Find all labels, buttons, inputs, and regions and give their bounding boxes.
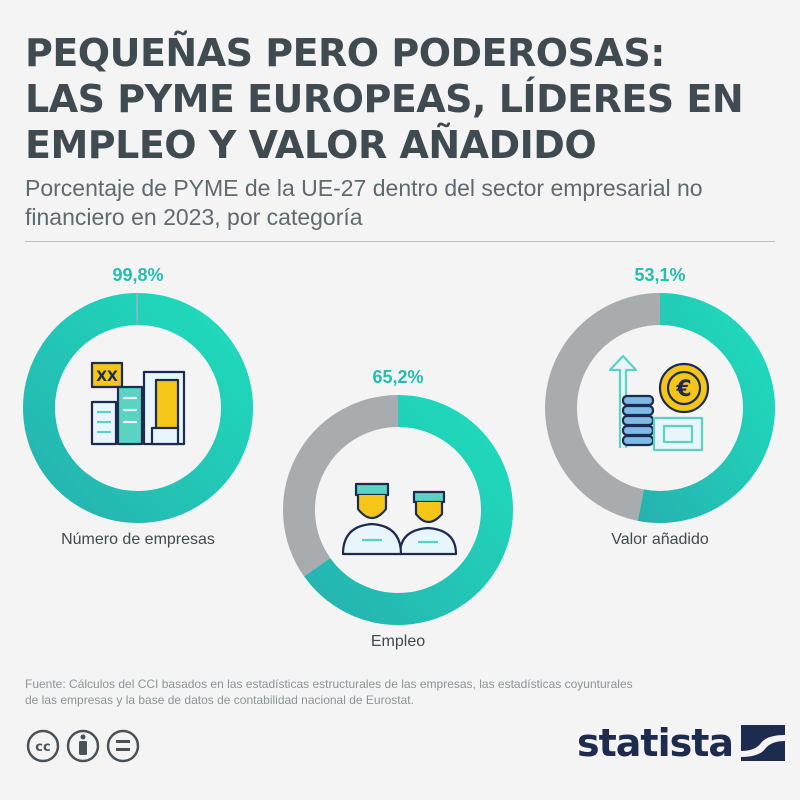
data-label: 99,8%	[112, 265, 163, 285]
donut-chart: 65,2% Empleo	[283, 367, 513, 650]
category-label: Valor añadido	[611, 531, 709, 548]
category-label: Número de empresas	[61, 531, 215, 548]
attribution-icon[interactable]	[66, 729, 100, 763]
chart-subtitle: Porcentaje de PYME de la UE-27 dentro de…	[25, 175, 703, 230]
svg-text:XX: XX	[96, 369, 118, 385]
data-label: 53,1%	[634, 265, 685, 285]
donut-chart: 99,8% Número de empresas	[23, 265, 253, 548]
title-line-2: LAS PYME EUROPEAS, LÍDERES EN	[25, 77, 744, 121]
no-derivatives-icon[interactable]	[106, 729, 140, 763]
statista-logo[interactable]: statista	[577, 721, 786, 765]
license-icons: cc	[26, 729, 140, 763]
donut-charts: 99,8% Número de empresas 65,2% Empleo 53,1% V…	[23, 265, 775, 650]
category-label: Empleo	[371, 633, 425, 650]
title-line-3: EMPLEO Y VALOR AÑADIDO	[25, 123, 597, 167]
svg-text:€: €	[675, 377, 691, 402]
creative-commons-icon[interactable]: cc	[26, 729, 60, 763]
title-line-1: PEQUEÑAS PERO PODEROSAS:	[25, 31, 665, 75]
statista-mark-icon	[741, 725, 786, 761]
svg-text:cc: cc	[35, 740, 50, 755]
donut-value-slice	[637, 293, 775, 523]
donut-chart: 53,1% Valor añadido	[545, 265, 775, 548]
data-label: 65,2%	[372, 367, 423, 387]
workers-icon	[341, 482, 458, 556]
donut-value-slice	[304, 395, 513, 625]
donut-value-slice	[23, 293, 253, 523]
title-divider	[25, 241, 775, 242]
euro-coins-icon: €	[608, 354, 710, 452]
buildings-icon: XX	[90, 361, 186, 446]
donut-remainder-slice	[283, 395, 399, 577]
page-title: PEQUEÑAS PERO PODEROSAS: LAS PYME EUROPE…	[25, 30, 785, 168]
brand-name: statista	[577, 721, 734, 765]
donut-remainder-slice	[545, 293, 661, 521]
source-note: Fuente: Cálculos del CCI basados en las …	[25, 677, 633, 707]
